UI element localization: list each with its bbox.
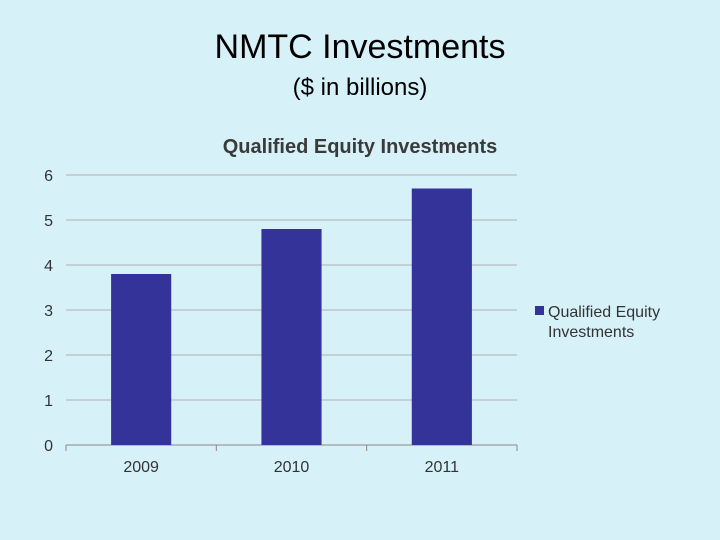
bar xyxy=(411,188,472,445)
x-tick-label: 2010 xyxy=(274,459,310,476)
bar xyxy=(111,274,172,445)
y-tick-label: 5 xyxy=(44,213,53,230)
y-axis-ticks: 0 1 2 3 4 5 6 xyxy=(44,168,53,455)
legend-label: Qualified Equity xyxy=(548,304,660,321)
x-tick-label: 2011 xyxy=(425,459,460,476)
y-tick-label: 2 xyxy=(44,348,53,365)
legend: Qualified Equity Investments xyxy=(535,304,660,341)
slide-subtitle: ($ in billions) xyxy=(292,74,428,101)
legend-label: Investments xyxy=(548,324,634,341)
bars xyxy=(111,188,472,445)
legend-swatch xyxy=(535,306,544,315)
y-tick-label: 6 xyxy=(44,168,53,185)
bar xyxy=(261,229,322,445)
x-tick-label: 2009 xyxy=(123,459,159,476)
y-tick-label: 1 xyxy=(44,393,53,410)
y-tick-label: 4 xyxy=(44,258,53,275)
x-axis-ticks: 2009 2010 2011 xyxy=(65,445,518,476)
chart-title: Qualified Equity Investments xyxy=(223,136,498,158)
slide-title: NMTC Investments xyxy=(214,28,506,66)
y-tick-label: 0 xyxy=(44,438,53,455)
y-tick-label: 3 xyxy=(44,303,53,320)
